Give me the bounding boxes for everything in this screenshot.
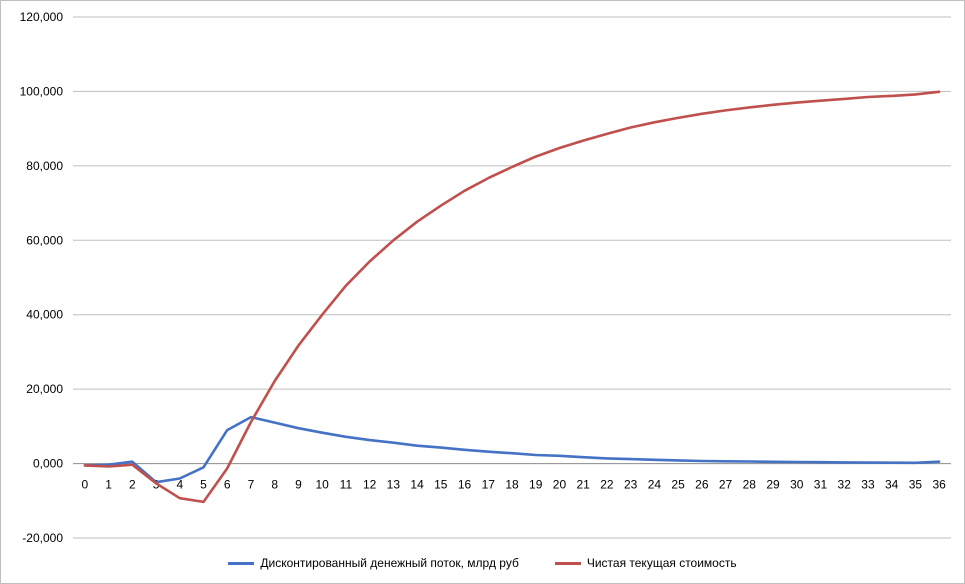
x-tick-label: 34 — [885, 478, 899, 492]
legend-swatch-dcf — [228, 561, 255, 565]
series-line-npv — [83, 90, 941, 504]
x-tick-label: 28 — [743, 478, 757, 492]
x-tick-label: 15 — [434, 478, 448, 492]
x-tick-label: 6 — [224, 478, 231, 492]
x-tick-label: 29 — [766, 478, 780, 492]
x-tick-label: 11 — [340, 478, 353, 492]
y-tick-label: 80,000 — [26, 159, 63, 173]
x-tick-label: 14 — [410, 478, 424, 492]
y-tick-label: 0,000 — [33, 457, 63, 471]
y-axis-labels: 120,000 100,000 80,000 60,000 40,000 20,000 0,… — [20, 10, 64, 545]
x-tick-label: 20 — [553, 478, 567, 492]
series-line-dcf — [83, 415, 941, 484]
y-tick-label: 60,000 — [26, 233, 63, 247]
x-tick-label: 25 — [671, 478, 685, 492]
x-tick-label: 18 — [505, 478, 519, 492]
x-tick-label: 16 — [458, 478, 472, 492]
x-tick-label: 2 — [129, 478, 136, 492]
legend: Дисконтированный денежный поток, млрд ру… — [1, 556, 964, 570]
legend-item-dcf: Дисконтированный денежный поток, млрд ру… — [228, 556, 519, 570]
x-tick-label: 26 — [695, 478, 709, 492]
x-tick-label: 35 — [909, 478, 923, 492]
x-tick-label: 7 — [248, 478, 255, 492]
y-tick-label: -20,000 — [22, 531, 63, 545]
x-tick-label: 31 — [814, 478, 828, 492]
x-tick-label: 1 — [105, 478, 112, 492]
gridlines — [73, 16, 951, 539]
x-tick-label: 8 — [271, 478, 278, 492]
x-tick-label: 17 — [482, 478, 496, 492]
y-tick-label: 120,000 — [20, 10, 64, 24]
x-tick-label: 36 — [932, 478, 946, 492]
x-tick-label: 21 — [577, 478, 591, 492]
chart-plot-area: 120,000 100,000 80,000 60,000 40,000 20,000 0,… — [20, 10, 951, 545]
x-tick-label: 19 — [529, 478, 543, 492]
x-tick-label: 24 — [648, 478, 662, 492]
x-axis-labels: 0 1 2 3 4 5 6 7 8 9 10 11 12 13 14 15 16 17 18 19 20 21 22 23 24… — [82, 478, 947, 492]
y-tick-label: 100,000 — [20, 84, 64, 98]
legend-item-npv: Чистая текущая стоимость — [554, 556, 737, 570]
y-tick-label: 20,000 — [26, 382, 63, 396]
x-tick-label: 0 — [82, 478, 89, 492]
legend-label-npv: Чистая текущая стоимость — [586, 556, 737, 570]
x-tick-label: 23 — [624, 478, 638, 492]
y-tick-label: 40,000 — [26, 308, 63, 322]
x-tick-label: 12 — [363, 478, 377, 492]
x-tick-label: 22 — [600, 478, 614, 492]
x-tick-label: 9 — [295, 478, 302, 492]
legend-swatch-npv — [554, 561, 581, 565]
x-tick-label: 10 — [315, 478, 329, 492]
x-tick-label: 27 — [719, 478, 733, 492]
x-tick-label: 30 — [790, 478, 804, 492]
x-tick-label: 5 — [200, 478, 207, 492]
legend-label-dcf: Дисконтированный денежный поток, млрд ру… — [260, 556, 519, 570]
x-tick-label: 4 — [176, 478, 183, 492]
x-tick-label: 13 — [387, 478, 401, 492]
x-tick-label: 33 — [861, 478, 875, 492]
x-tick-label: 32 — [838, 478, 852, 492]
series-lines — [83, 90, 941, 504]
